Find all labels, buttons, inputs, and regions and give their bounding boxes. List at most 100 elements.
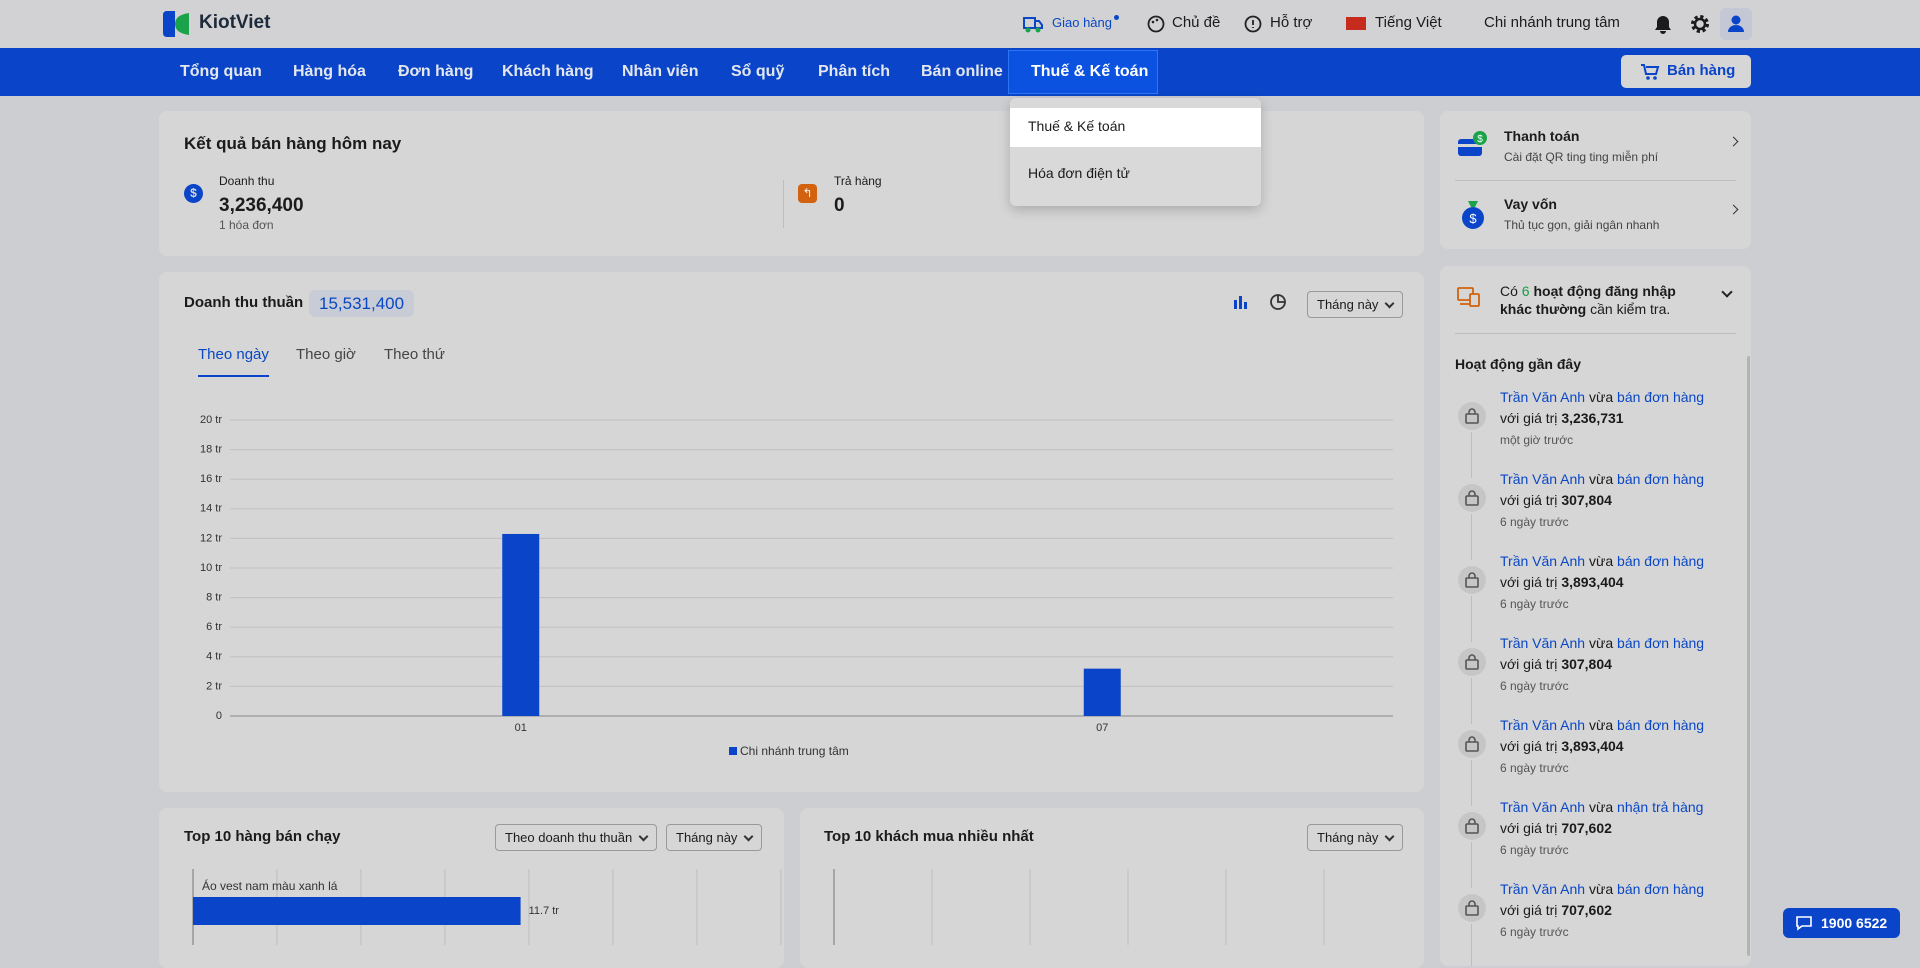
tab[interactable]: Theo ngày — [198, 346, 269, 363]
activity-line: với giá trị 3,236,731 — [1500, 410, 1624, 426]
nav-item[interactable]: Nhân viên — [622, 63, 699, 80]
activity-line: Trần Văn Anh vừa bán đơn hàng — [1500, 389, 1704, 405]
revenue-label: Doanh thu — [219, 174, 275, 188]
nav-item[interactable]: Tổng quan — [180, 63, 262, 80]
revenue-card: Doanh thu thuần 15,531,400 Tháng này The… — [159, 272, 1424, 792]
sell-button[interactable]: Bán hàng — [1621, 55, 1751, 88]
activity-line: với giá trị 707,602 — [1500, 902, 1612, 918]
activity-verb: vừa — [1588, 471, 1614, 487]
divider — [1455, 180, 1736, 181]
delivery-icon — [1023, 17, 1043, 33]
device-icon — [1457, 287, 1480, 307]
activity-verb: vừa — [1588, 717, 1614, 733]
activity-line: Trần Văn Anh vừa bán đơn hàng — [1500, 881, 1704, 897]
chevron — [1728, 204, 1739, 215]
activity-user[interactable]: Trần Văn Anh — [1500, 389, 1586, 405]
tab-underline — [198, 375, 269, 377]
tab[interactable]: Theo giờ — [296, 346, 356, 363]
pie-view-icon[interactable] — [1269, 293, 1287, 311]
activity-value-prefix: với giá trị — [1500, 492, 1558, 508]
top-products-card: Top 10 hàng bán chạy Theo doanh thu thuầ… — [159, 808, 784, 968]
payment-icon: $ — [1458, 131, 1487, 156]
dropdown-item[interactable]: Hóa đơn điện tử — [1028, 165, 1130, 181]
top-customers-title: Top 10 khách mua nhiều nhất — [824, 828, 1034, 845]
revenue-chart-title: Doanh thu thuần — [184, 294, 304, 311]
tab[interactable]: Theo thứ — [384, 346, 445, 363]
expand-chevron[interactable] — [1721, 286, 1733, 298]
activity-time: 6 ngày trước — [1500, 843, 1569, 857]
timeline-line — [1471, 924, 1472, 966]
nav-item[interactable]: Sổ quỹ — [731, 63, 785, 80]
activity-action[interactable]: bán đơn hàng — [1617, 717, 1705, 733]
hotline-button[interactable]: 1900 6522 — [1783, 908, 1900, 938]
activity-action[interactable]: bán đơn hàng — [1617, 553, 1705, 569]
dollar-icon: $ — [184, 184, 203, 203]
activity-action[interactable]: bán đơn hàng — [1617, 471, 1705, 487]
theme-icon — [1147, 15, 1165, 33]
activity-action[interactable]: nhận trả hàng — [1617, 799, 1704, 815]
dropdown-item[interactable]: Thuế & Kế toán — [1028, 118, 1126, 134]
delivery-link[interactable]: Giao hàng — [1052, 15, 1112, 30]
activity-icon — [1458, 402, 1486, 430]
branch-select[interactable]: Chi nhánh trung tâm — [1484, 14, 1620, 31]
login-alert: Có 6 hoạt động đăng nhập khác thường cần… — [1500, 282, 1700, 318]
timeline-line — [1471, 596, 1472, 642]
activity-value: 3,236,731 — [1561, 410, 1624, 426]
period-select[interactable]: Tháng này — [1307, 824, 1404, 851]
scrollbar[interactable] — [1747, 356, 1750, 956]
timeline-line — [1471, 432, 1472, 478]
bar-view-icon[interactable] — [1232, 294, 1248, 310]
activity-line: với giá trị 3,893,404 — [1500, 738, 1624, 754]
chevron — [1728, 136, 1739, 147]
activity-value: 307,804 — [1561, 656, 1612, 672]
activity-line: với giá trị 307,804 — [1500, 656, 1612, 672]
sort-select[interactable]: Theo doanh thu thuần — [495, 824, 658, 851]
language-select[interactable]: Tiếng Việt — [1375, 14, 1442, 31]
settings-icon[interactable] — [1689, 13, 1711, 35]
activity-value: 307,804 — [1561, 492, 1612, 508]
nav-item[interactable]: Hàng hóa — [293, 63, 366, 80]
svg-text:$: $ — [1469, 211, 1477, 226]
activity-user[interactable]: Trần Văn Anh — [1500, 881, 1586, 897]
activity-value-prefix: với giá trị — [1500, 656, 1558, 672]
top-products-title: Top 10 hàng bán chạy — [184, 828, 341, 845]
user-button[interactable] — [1720, 8, 1752, 40]
timeline-line — [1471, 760, 1472, 806]
period-select[interactable]: Tháng này — [1307, 291, 1404, 318]
nav-item[interactable]: Đơn hàng — [398, 63, 474, 80]
activity-action[interactable]: bán đơn hàng — [1617, 635, 1705, 651]
support-link[interactable]: Hỗ trợ — [1270, 14, 1313, 31]
activity-user[interactable]: Trần Văn Anh — [1500, 635, 1586, 651]
nav-active[interactable] — [1008, 50, 1158, 94]
bell-icon[interactable] — [1652, 13, 1674, 35]
activity-action[interactable]: bán đơn hàng — [1617, 389, 1705, 405]
revenue-note: 1 hóa đơn — [219, 218, 274, 232]
period-select[interactable]: Tháng này — [666, 824, 763, 851]
activity-line: Trần Văn Anh vừa bán đơn hàng — [1500, 553, 1704, 569]
activity-line: với giá trị 307,804 — [1500, 492, 1612, 508]
dropdown-menu: Thuế & Kế toán Hóa đơn điện tử — [1010, 98, 1261, 206]
dropdown-item-bg — [1010, 108, 1261, 147]
activity-value-prefix: với giá trị — [1500, 574, 1558, 590]
activity-value: 3,893,404 — [1561, 574, 1624, 590]
support-icon — [1244, 15, 1262, 33]
service-title[interactable]: Vay vốn — [1504, 196, 1557, 212]
nav-item-active[interactable]: Thuế & Kế toán — [1031, 63, 1149, 80]
activity-user[interactable]: Trần Văn Anh — [1500, 717, 1586, 733]
nav-item[interactable]: Khách hàng — [502, 63, 594, 80]
activity-time: 6 ngày trước — [1500, 925, 1569, 939]
returns-label: Trả hàng — [834, 174, 882, 188]
nav-item[interactable]: Bán online — [921, 63, 1003, 80]
service-subtitle: Thủ tục gọn, giải ngân nhanh — [1504, 218, 1660, 232]
top-customers-card: Top 10 khách mua nhiều nhất Tháng này — [800, 808, 1424, 968]
service-title[interactable]: Thanh toán — [1504, 128, 1580, 144]
divider — [1455, 333, 1736, 334]
activity-user[interactable]: Trần Văn Anh — [1500, 799, 1586, 815]
nav-item[interactable]: Phân tích — [818, 63, 891, 80]
theme-link[interactable]: Chủ đề — [1172, 14, 1221, 31]
activity-action[interactable]: bán đơn hàng — [1617, 881, 1705, 897]
activity-user[interactable]: Trần Văn Anh — [1500, 553, 1586, 569]
hotline-number: 1900 6522 — [1821, 915, 1888, 931]
activity-title: Hoạt động gần đây — [1455, 356, 1581, 372]
activity-user[interactable]: Trần Văn Anh — [1500, 471, 1586, 487]
